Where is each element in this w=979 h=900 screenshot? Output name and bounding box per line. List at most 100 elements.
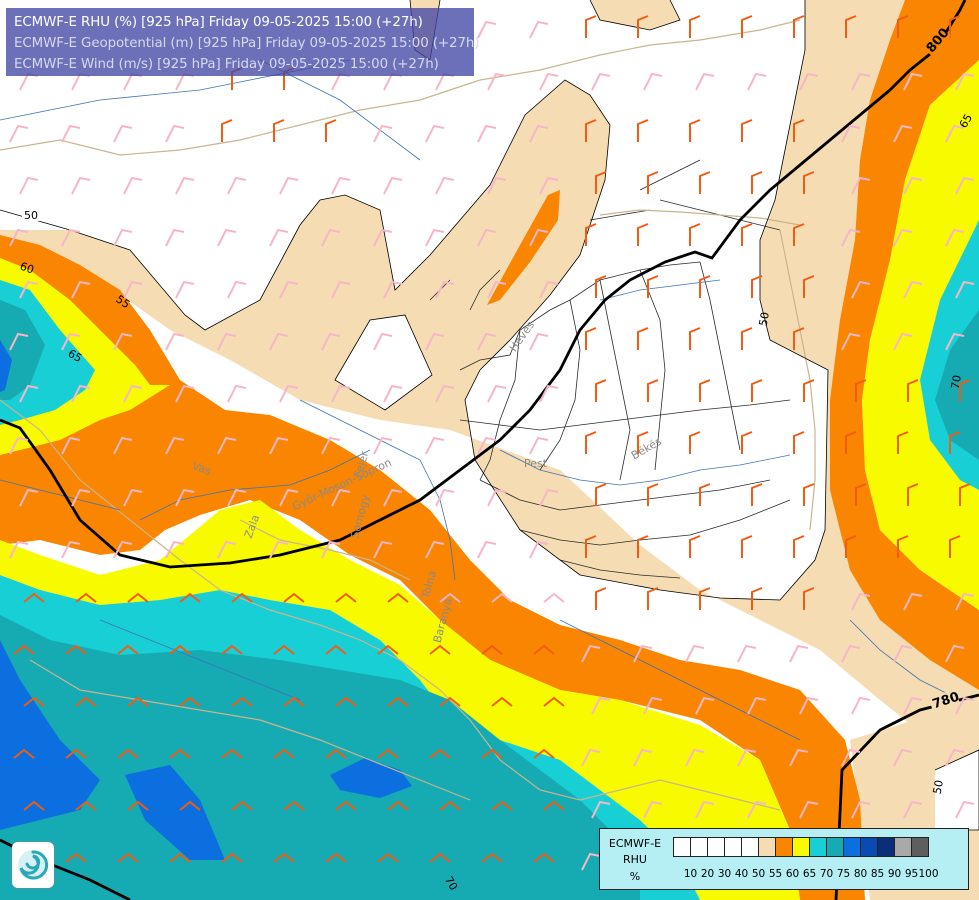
wind-barb [595,587,607,610]
wind-barb [9,540,29,559]
wind-barb [117,852,139,863]
legend-swatch [877,837,895,857]
wind-barb [273,644,295,655]
wind-barb [585,327,597,350]
wind-barb [123,384,143,403]
wind-barb [591,800,611,819]
wind-barb [217,436,237,455]
rh-band-75-80 [0,340,12,392]
wind-barb [949,535,961,558]
river [0,59,961,741]
wind-barb [803,275,815,298]
wind-barb [273,852,295,863]
legend-swatch [860,837,878,857]
wind-barb [383,176,403,195]
rh-band-70-75 [935,310,979,460]
wind-barb [533,852,555,863]
wind-barb [61,332,81,351]
wind-barb [695,696,715,715]
wind-barb [221,644,243,655]
wind-barb [179,800,201,811]
wind-barb [949,15,961,38]
rh-band-55-60 [487,190,560,305]
wind-barb [321,332,341,351]
wind-barb [893,124,913,143]
wind-barb [955,800,975,819]
wind-barb [169,644,191,655]
wind-barb [845,431,857,454]
wind-barb [65,644,87,655]
legend-tick-label: 85 [870,868,885,880]
wind-barb [435,176,455,195]
legend-ticks: 10 20 30 40 50 55 60 65 70 75 80 85 90 95 100 [673,868,963,882]
wind-barb [377,748,399,759]
rh-65-label-right: 65 [957,112,975,131]
wind-barb [61,540,81,559]
wind-barb [585,15,597,38]
wind-barb [269,436,289,455]
wind-barb [165,228,185,247]
wind-barb [23,800,45,811]
rh-65-label-left: 65 [66,347,85,365]
wind-barb [75,800,97,811]
wind-barb [19,280,39,299]
wind-barb [127,696,149,707]
rh-band-75-80 [125,765,225,860]
wind-barb [61,436,81,455]
legend-tick-label: 60 [785,868,800,880]
wind-barb [529,436,549,455]
wind-barb [637,431,649,454]
legend-swatch [775,837,793,857]
wind-barb [481,748,503,759]
wind-barb [539,176,559,195]
legend-swatch [792,837,810,857]
wind-barb [217,540,237,559]
rh-50-label-left: 50 [24,209,38,222]
wind-barb [435,72,455,91]
rh-70-label-bottom: 70 [442,874,460,893]
wind-barb [955,592,975,611]
wind-barb [799,696,819,715]
wind-barb [637,119,649,142]
rh-band-70-75 [0,300,45,400]
wind-barb [903,592,923,611]
wind-barb [227,488,247,507]
wind-barb [699,379,711,402]
rh-band-50-55 [590,0,680,30]
wind-barb [373,540,393,559]
wind-barb [383,488,403,507]
wind-barb [793,535,805,558]
wind-barb [487,488,507,507]
legend-tick-label: 30 [717,868,732,880]
wind-barb [387,696,409,707]
rh-70-label-right: 70 [949,374,964,390]
wind-barb [331,384,351,403]
wind-barb [19,488,39,507]
wind-barb [595,275,607,298]
wind-barb [165,332,185,351]
wind-barb [747,72,767,91]
wind-barb [477,332,497,351]
wind-barb [231,592,253,603]
wind-barb [737,644,757,663]
wind-barb [539,384,559,403]
wind-barb [217,228,237,247]
ecmwf-swirl-logo-icon [18,850,49,880]
wind-barb [647,275,659,298]
wind-barb [481,852,503,863]
wind-barb [377,644,399,655]
wind-barb [529,540,549,559]
wind-barb [581,644,601,663]
wind-barb [893,748,913,767]
wind-barb [283,696,305,707]
wind-barb [695,800,715,819]
wind-barb [321,540,341,559]
legend-tick-label: 70 [819,868,834,880]
wind-barb [637,223,649,246]
wind-barb [851,592,871,611]
wind-barb [491,800,513,811]
wind-barb [539,280,559,299]
wind-barb [637,15,649,38]
wind-barb [903,280,923,299]
